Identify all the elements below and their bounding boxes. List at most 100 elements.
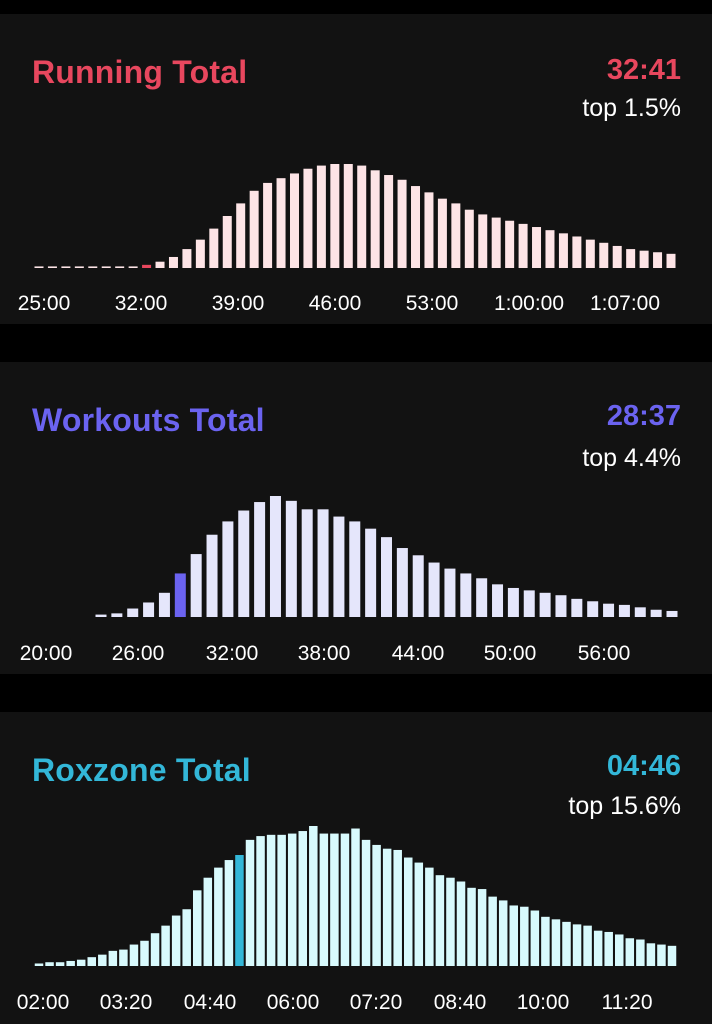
histogram-bar [412, 555, 424, 617]
histogram-bar [585, 239, 595, 268]
histogram-bar [572, 924, 582, 966]
histogram-bar [520, 906, 529, 966]
histogram-bar [530, 910, 540, 966]
histogram-bar [182, 909, 191, 966]
histogram-bar [444, 568, 456, 617]
histogram-bar [657, 944, 666, 966]
roxzone-total-card: Roxzone Total 04:46 top 15.6% 02:00 03:20… [0, 712, 712, 1024]
histogram-bar [555, 595, 567, 617]
x-tick-label: 26:00 [112, 642, 165, 665]
x-tick-label: 32:00 [206, 642, 259, 665]
histogram-bar [349, 521, 361, 617]
histogram-bar [424, 192, 434, 268]
finish-time: 28:37 [606, 400, 681, 432]
percentile-rank: top 15.6% [568, 792, 681, 820]
histogram-bar [66, 960, 75, 966]
histogram-bar [111, 613, 123, 617]
histogram-bar [34, 266, 44, 268]
histogram-bar [45, 962, 54, 966]
histogram-bar [393, 849, 402, 966]
histogram-bar [171, 915, 181, 966]
histogram-bar [634, 607, 646, 617]
histogram-bar [404, 857, 413, 966]
histogram-bar [34, 963, 44, 966]
histogram-bar [238, 510, 250, 617]
histogram-bar [245, 839, 255, 966]
histogram-bar [351, 828, 360, 966]
histogram-bar [498, 900, 508, 966]
histogram-bar [182, 249, 192, 268]
histogram-bar [397, 179, 407, 268]
histogram-bar [224, 860, 234, 966]
histogram-bar [562, 921, 571, 966]
histogram-bar [365, 528, 377, 617]
histogram-bar [254, 502, 266, 617]
histogram-bar [190, 554, 202, 617]
histogram-bar [333, 516, 345, 617]
histogram-bar [361, 839, 371, 966]
x-tick-label: 38:00 [298, 642, 351, 665]
histogram-bar [618, 604, 630, 617]
highlighted-bar [235, 855, 244, 966]
histogram-bar [414, 862, 424, 966]
histogram-bar [572, 236, 582, 268]
histogram-bar [88, 266, 98, 268]
histogram-bar [266, 834, 276, 966]
histogram-bar [277, 834, 286, 966]
x-tick-label: 03:20 [100, 991, 153, 1014]
histogram-bar [451, 203, 461, 268]
histogram-bar [381, 537, 392, 617]
histogram-bar [150, 933, 160, 966]
histogram-bar [140, 940, 149, 966]
workouts-histogram: 20:00 26:00 32:00 38:00 44:00 50:00 56:00 [20, 496, 678, 665]
histogram-bar [446, 877, 455, 966]
roxzone-histogram: 02:00 03:20 04:40 06:00 07:20 08:40 10:00 11:20 [17, 826, 677, 1014]
histogram-bar [505, 220, 515, 268]
x-tick-label: 11:20 [602, 991, 653, 1014]
histogram-bar [317, 509, 329, 617]
histogram-bar [108, 950, 118, 966]
histogram-bar [646, 943, 656, 966]
histogram-bar [604, 931, 613, 966]
histogram-bar [541, 916, 550, 966]
histogram-bar [158, 592, 170, 617]
histogram-bar [603, 603, 615, 617]
histogram-bar [61, 266, 71, 268]
highlighted-bar [142, 264, 152, 268]
histogram-bar [195, 239, 205, 268]
x-tick-label: 20:00 [20, 642, 73, 665]
workouts-total-card: Workouts Total 28:37 top 4.4% 20:00 26:00… [0, 362, 712, 674]
histogram-bar [435, 875, 445, 966]
finish-time: 04:46 [606, 750, 681, 782]
histogram-bar [87, 957, 96, 966]
histogram-bar [203, 877, 213, 966]
histogram-bar [340, 833, 350, 966]
histogram-bar [396, 548, 408, 617]
histogram-bar [298, 831, 307, 966]
histogram-bar [532, 227, 542, 268]
x-tick-label: 10:00 [517, 991, 570, 1014]
histogram-bar [666, 610, 678, 617]
histogram-bar [119, 949, 128, 966]
histogram-bar [437, 198, 447, 268]
histogram-bar [143, 602, 155, 617]
histogram-bar [477, 889, 487, 966]
x-tick-label: 02:00 [17, 991, 70, 1014]
histogram-bar [639, 250, 649, 268]
x-tick-label: 46:00 [309, 292, 362, 315]
histogram-bar [263, 182, 273, 268]
histogram-bar [666, 253, 676, 268]
histogram-bar [636, 939, 645, 966]
percentile-rank: top 4.4% [582, 444, 681, 472]
histogram-bar [425, 867, 434, 966]
histogram-bar [384, 175, 394, 268]
histogram-bar [95, 614, 107, 617]
histogram-bar [491, 217, 501, 268]
histogram-bar [309, 826, 318, 966]
card-title: Workouts Total [32, 402, 265, 438]
x-tick-label: 1:07:00 [590, 292, 660, 315]
histogram-bar [460, 573, 472, 617]
histogram-bar [55, 962, 65, 966]
histogram-bar [509, 905, 518, 966]
histogram-bar [545, 230, 555, 268]
